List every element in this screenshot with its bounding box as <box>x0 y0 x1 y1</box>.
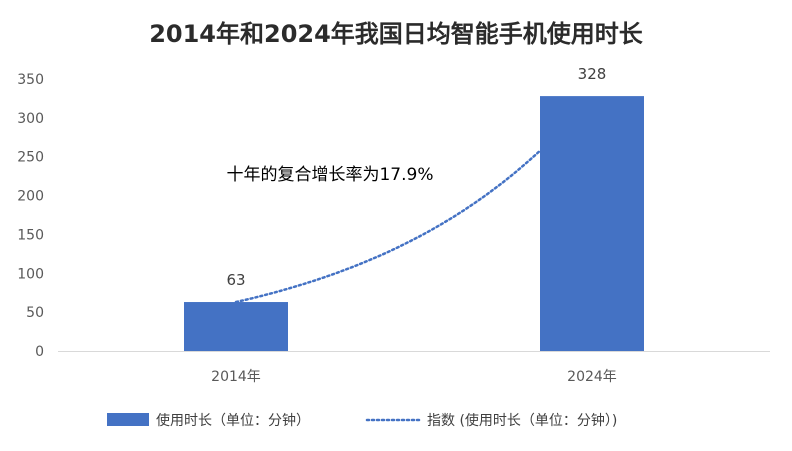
bar <box>540 96 644 352</box>
x-axis: 2014年 2024年 <box>58 351 770 385</box>
legend-swatch-bar <box>107 413 149 426</box>
y-tick-label: 250 <box>17 150 44 166</box>
y-axis: 0 50 100 150 200 250 300 350 <box>17 72 44 360</box>
bar <box>184 302 288 351</box>
y-tick-label: 100 <box>17 266 44 282</box>
data-labels: 63 328 <box>226 65 606 289</box>
y-tick-label: 50 <box>26 305 44 321</box>
trendline-curve <box>234 149 542 304</box>
trendline <box>234 149 542 304</box>
bars <box>184 96 644 352</box>
x-tick-label: 2014年 <box>211 369 261 385</box>
growth-annotation: 十年的复合增长率为17.9% <box>226 165 433 185</box>
legend-label-trendline: 指数 (使用时长（单位：分钟）) <box>427 412 617 429</box>
data-label: 328 <box>578 65 607 83</box>
y-tick-label: 300 <box>17 111 44 127</box>
y-tick-label: 200 <box>17 189 44 205</box>
x-tick-label: 2024年 <box>567 369 617 385</box>
legend: 使用时长（单位：分钟） 指数 (使用时长（单位：分钟）) <box>107 412 617 429</box>
legend-label-bar: 使用时长（单位：分钟） <box>156 412 310 429</box>
y-tick-label: 350 <box>17 72 44 88</box>
y-tick-label: 150 <box>17 227 44 243</box>
data-label: 63 <box>226 271 245 289</box>
chart-title: 2014年和2024年我国日均智能手机使用时长 <box>149 20 644 48</box>
y-tick-label: 0 <box>35 344 44 360</box>
